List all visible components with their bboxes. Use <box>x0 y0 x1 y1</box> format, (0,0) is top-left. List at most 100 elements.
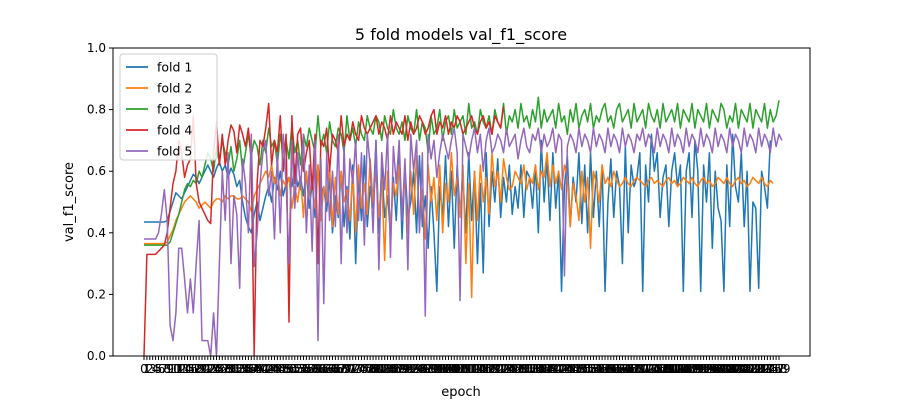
x-tick-label: 173 <box>634 362 657 376</box>
x-tick-label: 63 <box>319 362 334 376</box>
x-tick-label: 163 <box>605 362 628 376</box>
x-tick-label: 43 <box>261 362 276 376</box>
x-tick-label: 152 <box>573 362 596 376</box>
x-tick-label: 70 <box>339 362 354 376</box>
x-tick-label: 186 <box>672 362 695 376</box>
x-tick-label: 194 <box>695 362 718 376</box>
x-tick-label: 178 <box>649 362 672 376</box>
x-tick-label: 180 <box>654 362 677 376</box>
x-tick-label: 206 <box>730 362 753 376</box>
x-tick-label: 51 <box>284 362 299 376</box>
x-tick-label: 161 <box>599 362 622 376</box>
x-tick-label: 69 <box>336 362 351 376</box>
x-tick-label: 148 <box>562 362 585 376</box>
x-tick-label: 34 <box>235 362 250 376</box>
x-tick-label: 37 <box>244 362 259 376</box>
x-tick-label: 49 <box>278 362 293 376</box>
legend-box <box>119 53 218 161</box>
x-tick-label: 82 <box>374 362 389 376</box>
x-tick-label: 198 <box>707 362 730 376</box>
x-tick-label: 120 <box>480 362 503 376</box>
x-tick-label: 86 <box>386 362 401 376</box>
x-tick-label: 42 <box>258 362 273 376</box>
chart-title: 5 fold models val_f1_score <box>355 25 567 45</box>
x-tick-label: 146 <box>556 362 579 376</box>
x-tick-label: 218 <box>765 362 788 376</box>
x-tick-label: 112 <box>457 362 480 376</box>
x-tick-label: 85 <box>383 362 398 376</box>
x-tick-label: 193 <box>692 362 715 376</box>
x-tick-label: 164 <box>608 362 631 376</box>
x-tick-label: 136 <box>527 362 550 376</box>
x-tick-label: 68 <box>334 362 349 376</box>
x-tick-label: 8 <box>163 362 171 376</box>
x-tick-label: 23 <box>203 362 218 376</box>
x-tick-label: 98 <box>421 362 436 376</box>
x-tick-label: 129 <box>507 362 530 376</box>
x-tick-label: 114 <box>463 362 486 376</box>
x-tick-label: 147 <box>559 362 582 376</box>
x-tick-label: 127 <box>501 362 524 376</box>
x-tick-label: 157 <box>588 362 611 376</box>
x-tick-label: 219 <box>768 362 791 376</box>
x-tick-label: 131 <box>512 362 535 376</box>
x-tick-label: 40 <box>252 362 267 376</box>
x-tick-label: 212 <box>747 362 770 376</box>
y-tick-label: 0.4 <box>87 226 106 240</box>
x-tick-label: 104 <box>434 362 457 376</box>
x-tick-label: 197 <box>704 362 727 376</box>
x-tick-label: 19 <box>191 362 206 376</box>
x-tick-label: 3 <box>149 362 157 376</box>
x-tick-label: 76 <box>357 362 372 376</box>
x-tick-label: 58 <box>305 362 320 376</box>
x-tick-label: 78 <box>363 362 378 376</box>
x-tick-label: 46 <box>270 362 285 376</box>
x-tick-label: 177 <box>646 362 669 376</box>
x-tick-label: 28 <box>218 362 233 376</box>
legend-label-fold-2: fold 2 <box>157 81 192 96</box>
x-tick-label: 1 <box>143 362 151 376</box>
x-tick-label: 57 <box>302 362 317 376</box>
x-tick-label: 138 <box>533 362 556 376</box>
x-tick-label: 27 <box>215 362 230 376</box>
x-tick-label: 81 <box>371 362 386 376</box>
x-tick-label: 124 <box>492 362 515 376</box>
x-tick-label: 160 <box>596 362 619 376</box>
series-line-fold-5 <box>144 127 783 356</box>
plot-area: 0.00.20.40.60.81.00123456789101112131415… <box>87 41 811 376</box>
x-tick-label: 159 <box>594 362 617 376</box>
legend-label-fold-1: fold 1 <box>157 60 192 75</box>
y-tick-label: 0.8 <box>87 103 106 117</box>
x-tick-label: 202 <box>718 362 741 376</box>
x-tick-label: 14 <box>177 362 192 376</box>
x-tick-label: 139 <box>536 362 559 376</box>
x-tick-label: 174 <box>637 362 660 376</box>
x-tick-label: 135 <box>524 362 547 376</box>
x-tick-label: 201 <box>715 362 738 376</box>
x-tick-label: 183 <box>663 362 686 376</box>
x-tick-label: 214 <box>753 362 776 376</box>
x-tick-label: 154 <box>579 362 602 376</box>
x-tick-label: 2 <box>146 362 154 376</box>
x-tick-label: 18 <box>189 362 204 376</box>
x-tick-label: 162 <box>602 362 625 376</box>
x-tick-label: 116 <box>469 362 492 376</box>
y-tick-label: 0.0 <box>87 349 106 363</box>
x-tick-label: 97 <box>418 362 433 376</box>
x-tick-label: 11 <box>168 362 183 376</box>
x-tick-label: 187 <box>675 362 698 376</box>
x-tick-label: 167 <box>617 362 640 376</box>
y-axis-title: val_f1_score <box>62 162 77 242</box>
x-tick-label: 149 <box>565 362 588 376</box>
x-tick-label: 185 <box>669 362 692 376</box>
x-tick-label: 35 <box>238 362 253 376</box>
x-tick-label: 170 <box>625 362 648 376</box>
x-tick-label: 208 <box>736 362 759 376</box>
x-tick-label: 195 <box>698 362 721 376</box>
x-tick-label: 77 <box>360 362 375 376</box>
x-tick-label: 48 <box>276 362 291 376</box>
x-tick-label: 115 <box>466 362 489 376</box>
x-tick-label: 144 <box>550 362 573 376</box>
x-tick-label: 91 <box>400 362 415 376</box>
